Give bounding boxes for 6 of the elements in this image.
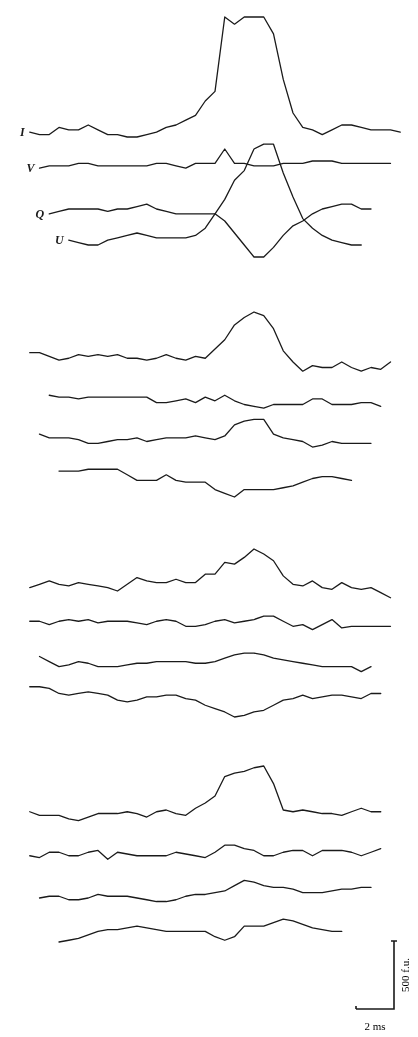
series-label: V (26, 161, 36, 176)
series-label: I (19, 125, 27, 140)
series-label: Q (35, 206, 45, 221)
text: 500 f.u. (399, 957, 411, 992)
text: 2 ms (364, 1020, 386, 1032)
series-label: U (55, 233, 66, 248)
